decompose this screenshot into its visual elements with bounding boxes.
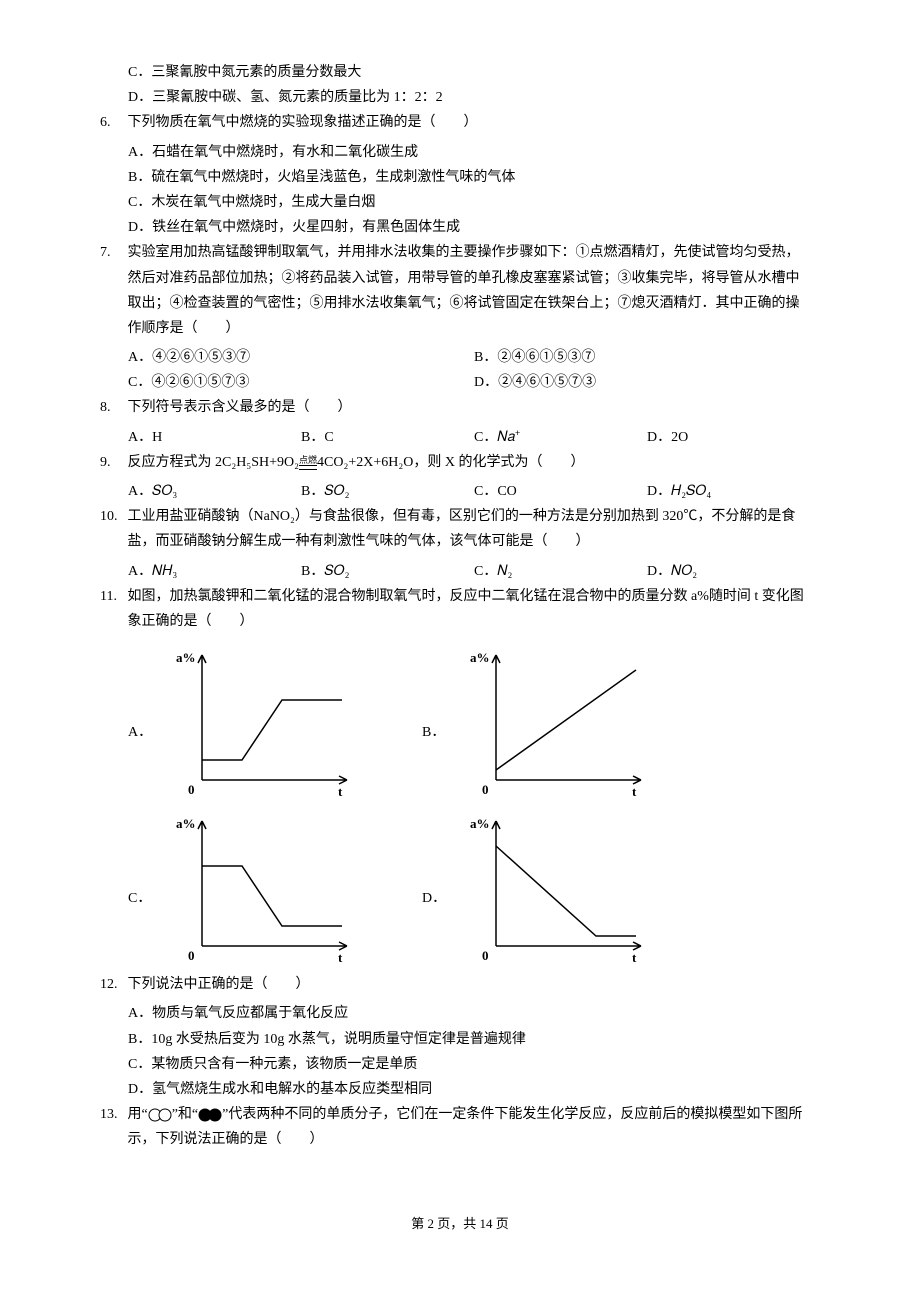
q11-chart-row1: A． a% t 0 B． a% t 0 <box>128 640 820 800</box>
qnum: 8. <box>100 395 124 420</box>
svg-text:t: t <box>632 950 637 965</box>
molecule-solid-icon <box>198 1108 222 1122</box>
stem: 反应方程式为 2C₂H₅SH+9O₂点燃4CO₂+2X+6H₂O，则 X 的化学… <box>128 450 808 475</box>
molecule-open-icon <box>148 1108 172 1122</box>
q12-option-a: A．物质与氧气反应都属于氧化反应 <box>100 1001 820 1026</box>
q11-label-b: B． <box>422 640 456 745</box>
text: A．石蜡在氧气中燃烧时，有水和二氧化碳生成 <box>128 145 418 160</box>
stem1: 反应方程式为 2C₂H₅SH+9O₂ <box>128 455 300 470</box>
qnum: 10. <box>100 504 124 529</box>
svg-text:a%: a% <box>176 650 196 665</box>
question-9: 9. 反应方程式为 2C₂H₅SH+9O₂点燃4CO₂+2X+6H₂O，则 X … <box>100 450 820 475</box>
stem2: 4CO₂+2X+6H₂O，则 X 的化学式为（ ） <box>317 455 584 470</box>
stem2: ”和“ <box>172 1107 198 1122</box>
svg-text:0: 0 <box>188 948 195 963</box>
q8-option-b: B．C <box>301 425 474 450</box>
q9-option-b: B．𝑆𝑂₂ <box>301 479 474 504</box>
qnum: 9. <box>100 450 124 475</box>
qnum: 7. <box>100 240 124 265</box>
q11-chart-b: a% t 0 <box>456 640 716 800</box>
question-6: 6. 下列物质在氧气中燃烧的实验现象描述正确的是（ ） <box>100 110 820 135</box>
qnum: 6. <box>100 110 124 135</box>
q6-option-a: A．石蜡在氧气中燃烧时，有水和二氧化碳生成 <box>100 140 820 165</box>
question-11: 11. 如图，加热氯酸钾和二氧化锰的混合物制取氧气时，反应中二氧化锰在混合物中的… <box>100 584 820 634</box>
qnum: 13. <box>100 1102 124 1127</box>
stem: 下列物质在氧气中燃烧的实验现象描述正确的是（ ） <box>128 110 808 135</box>
svg-text:a%: a% <box>470 650 490 665</box>
stem3: ”代表两种不同的单质分子，它们在一定条件下能发生化学反应，反应前后的模拟模型如下… <box>128 1107 803 1147</box>
svg-text:a%: a% <box>470 816 490 831</box>
text: D．铁丝在氧气中燃烧时，火星四射，有黑色固体生成 <box>128 220 460 235</box>
text: C．某物质只含有一种元素，该物质一定是单质 <box>128 1057 417 1072</box>
q11-chart-row2: C． a% t 0 D． a% t 0 <box>128 806 820 966</box>
question-10: 10. 工业用盐亚硝酸钠（NaNO₂）与食盐很像，但有毒，区别它们的一种方法是分… <box>100 504 820 554</box>
q8-option-c: C．𝑁𝑎⁺ <box>474 425 647 450</box>
q5-option-c: C．三聚氰胺中氮元素的质量分数最大 <box>100 60 820 85</box>
stem: 如图，加热氯酸钾和二氧化锰的混合物制取氧气时，反应中二氧化锰在混合物中的质量分数… <box>128 584 808 634</box>
q11-label-c: C． <box>128 806 162 911</box>
q12-option-b: B．10g 水受热后变为 10g 水蒸气，说明质量守恒定律是普遍规律 <box>100 1027 820 1052</box>
q11-label-a: A． <box>128 640 162 745</box>
svg-text:t: t <box>338 784 343 799</box>
q7-row2: C．④②⑥①⑤⑦③ D．②④⑥①⑤⑦③ <box>100 370 820 395</box>
q7-option-b: B．②④⑥①⑤③⑦ <box>474 345 820 370</box>
q11-chart-c: a% t 0 <box>162 806 422 966</box>
q7-option-c: C．④②⑥①⑤⑦③ <box>128 370 474 395</box>
q11-chart-a: a% t 0 <box>162 640 422 800</box>
svg-text:0: 0 <box>482 948 489 963</box>
q8-row: A．H B．C C．𝑁𝑎⁺ D．2O <box>100 425 820 450</box>
q10-row: A．𝑁𝐻₃ B．𝑆𝑂₂ C．𝑁₂ D．𝑁𝑂₂ <box>100 559 820 584</box>
question-13: 13. 用“ ”和“”代表两种不同的单质分子，它们在一定条件下能发生化学反应，反应… <box>100 1102 820 1152</box>
text: C．三聚氰胺中氮元素的质量分数最大 <box>128 65 361 80</box>
q9-option-c: C．CO <box>474 479 647 504</box>
q12-option-c: C．某物质只含有一种元素，该物质一定是单质 <box>100 1052 820 1077</box>
q9-option-d: D．𝐻₂𝑆𝑂₄ <box>647 479 820 504</box>
q10-option-a: A．𝑁𝐻₃ <box>128 559 301 584</box>
svg-text:t: t <box>632 784 637 799</box>
text: B．硫在氧气中燃烧时，火焰呈浅蓝色，生成刺激性气味的气体 <box>128 170 515 185</box>
text: D．三聚氰胺中碳、氢、氮元素的质量比为 1：2：2 <box>128 90 443 105</box>
q7-row1: A．④②⑥①⑤③⑦ B．②④⑥①⑤③⑦ <box>100 345 820 370</box>
stem1: 用“ <box>128 1107 148 1122</box>
svg-text:0: 0 <box>482 782 489 797</box>
q11-chart-d: a% t 0 <box>456 806 716 966</box>
q7-option-d: D．②④⑥①⑤⑦③ <box>474 370 820 395</box>
svg-text:a%: a% <box>176 816 196 831</box>
question-8: 8. 下列符号表示含义最多的是（ ） <box>100 395 820 420</box>
q12-option-d: D．氢气燃烧生成水和电解水的基本反应类型相同 <box>100 1077 820 1102</box>
q9-option-a: A．𝑆𝑂₃ <box>128 479 301 504</box>
text: C．木炭在氧气中燃烧时，生成大量白烟 <box>128 195 375 210</box>
q9-row: A．𝑆𝑂₃ B．𝑆𝑂₂ C．CO D．𝐻₂𝑆𝑂₄ <box>100 479 820 504</box>
q6-option-c: C．木炭在氧气中燃烧时，生成大量白烟 <box>100 190 820 215</box>
q10-option-c: C．𝑁₂ <box>474 559 647 584</box>
stem: 工业用盐亚硝酸钠（NaNO₂）与食盐很像，但有毒，区别它们的一种方法是分别加热到… <box>128 504 808 554</box>
q6-option-d: D．铁丝在氧气中燃烧时，火星四射，有黑色固体生成 <box>100 215 820 240</box>
question-7: 7. 实验室用加热高锰酸钾制取氧气，并用排水法收集的主要操作步骤如下：①点燃酒精… <box>100 240 820 341</box>
text: D．氢气燃烧生成水和电解水的基本反应类型相同 <box>128 1082 432 1097</box>
svg-text:t: t <box>338 950 343 965</box>
text: A．物质与氧气反应都属于氧化反应 <box>128 1006 348 1021</box>
q11-label-d: D． <box>422 806 456 911</box>
q10-option-d: D．𝑁𝑂₂ <box>647 559 820 584</box>
stem: 下列符号表示含义最多的是（ ） <box>128 395 808 420</box>
stem: 实验室用加热高锰酸钾制取氧气，并用排水法收集的主要操作步骤如下：①点燃酒精灯，先… <box>128 240 808 341</box>
question-12: 12. 下列说法中正确的是（ ） <box>100 972 820 997</box>
q8-option-a: A．H <box>128 425 301 450</box>
q7-option-a: A．④②⑥①⑤③⑦ <box>128 345 474 370</box>
qnum: 11. <box>100 584 124 609</box>
text: B．10g 水受热后变为 10g 水蒸气，说明质量守恒定律是普遍规律 <box>128 1032 526 1047</box>
q6-option-b: B．硫在氧气中燃烧时，火焰呈浅蓝色，生成刺激性气味的气体 <box>100 165 820 190</box>
stem: 用“ ”和“”代表两种不同的单质分子，它们在一定条件下能发生化学反应，反应前后的模… <box>128 1102 808 1152</box>
qnum: 12. <box>100 972 124 997</box>
svg-text:0: 0 <box>188 782 195 797</box>
condition: 点燃 <box>299 455 317 465</box>
stem: 下列说法中正确的是（ ） <box>128 972 808 997</box>
q8-option-d: D．2O <box>647 425 820 450</box>
q5-option-d: D．三聚氰胺中碳、氢、氮元素的质量比为 1：2：2 <box>100 85 820 110</box>
q10-option-b: B．𝑆𝑂₂ <box>301 559 474 584</box>
page-footer: 第 2 页，共 14 页 <box>100 1212 820 1235</box>
